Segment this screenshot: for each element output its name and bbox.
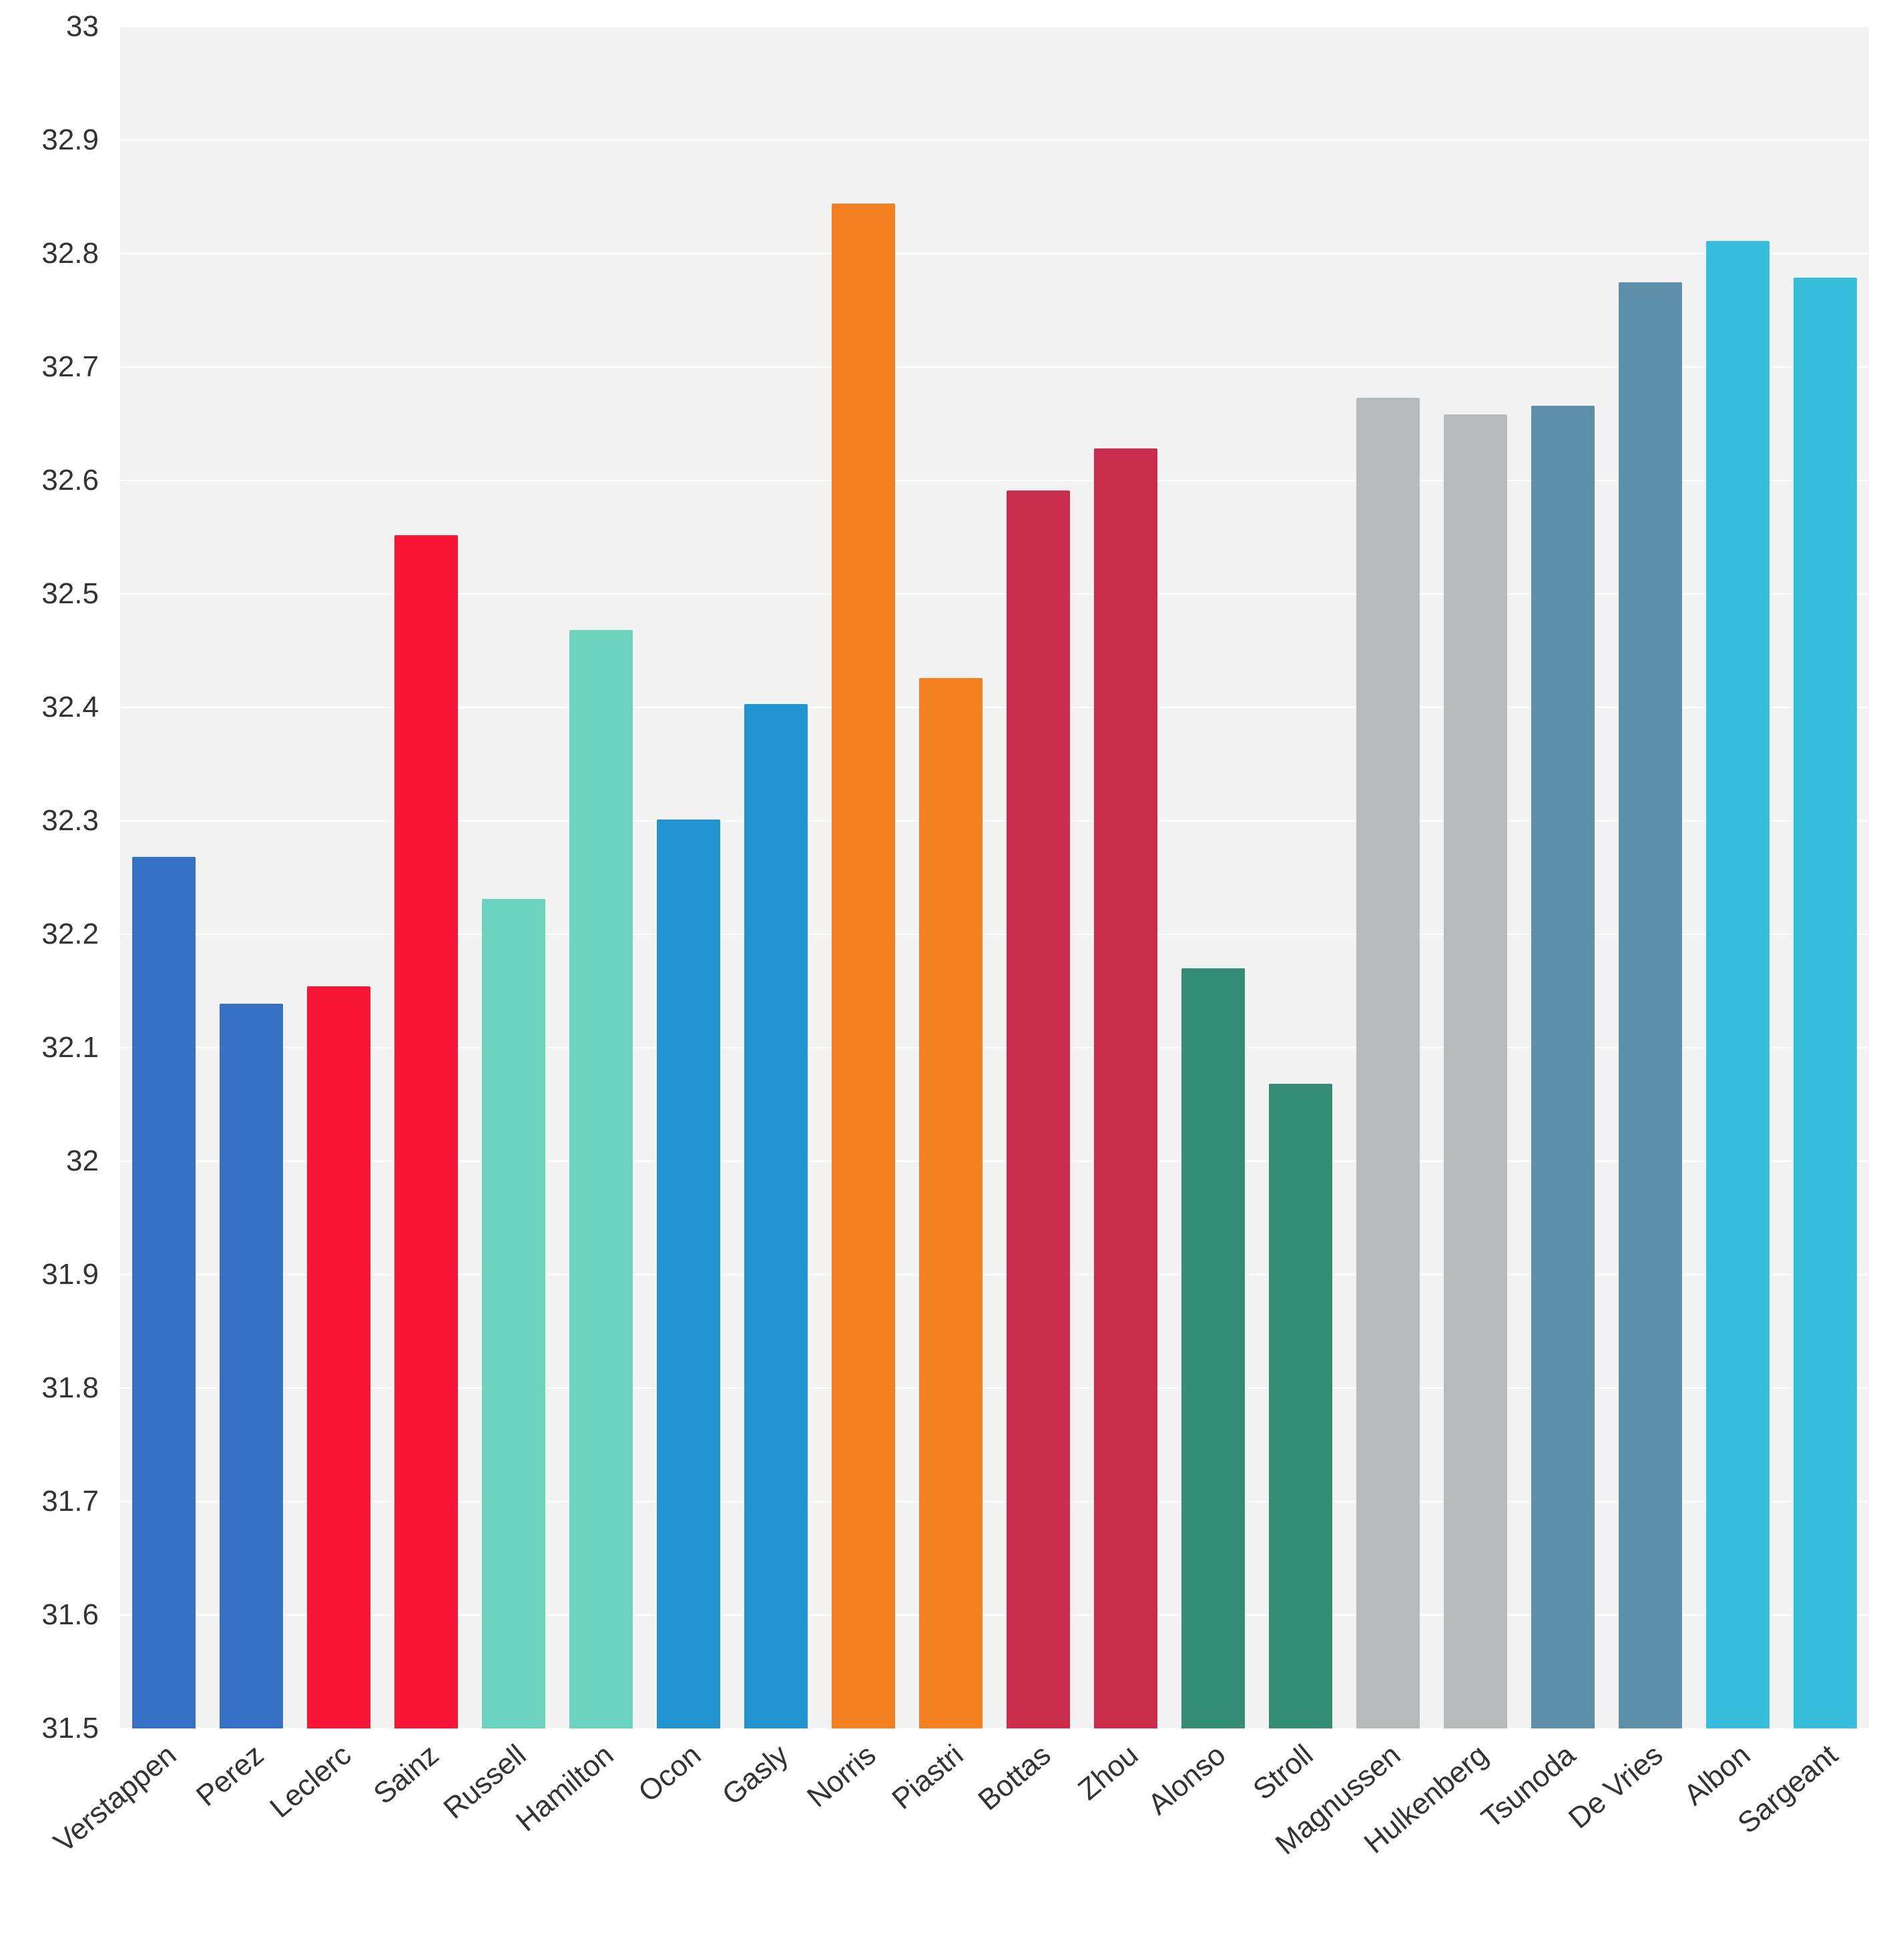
bar [1794,278,1856,1728]
y-tick-label: 32.6 [0,464,99,497]
y-tick-label: 32.1 [0,1031,99,1064]
x-tick-label: Zhou [1072,1738,1145,1807]
y-tick-label: 32.2 [0,918,99,951]
x-tick-label: Stroll [1247,1738,1320,1807]
x-tick-label: Bottas [972,1738,1057,1817]
bar [744,704,807,1728]
bar-chart: 31.5 31.6 31.7 31.8 31.9 32 32.1 32.2 32.3 32.4 32… [0,0,1895,1960]
bar [832,204,894,1728]
plot-area [120,27,1869,1728]
gridline [120,1047,1869,1048]
gridline [120,593,1869,595]
y-tick-label: 32.9 [0,123,99,157]
gridline [120,139,1869,141]
x-tick-label: Piastri [886,1738,970,1817]
y-tick-label: 32.5 [0,577,99,611]
bar [569,630,632,1728]
x-tick-label: Norris [801,1738,882,1815]
x-tick-label: Perez [190,1738,270,1813]
bar [1444,414,1507,1728]
x-tick-label: Tsunoda [1475,1738,1582,1835]
bar [394,535,457,1728]
bar [1356,398,1419,1728]
gridline [120,480,1869,481]
x-tick-label: De Vries [1562,1738,1669,1836]
bar [307,986,370,1728]
gridline [120,1501,1869,1502]
gridline [120,934,1869,935]
gridline [120,1274,1869,1275]
x-tick-label: Verstappen [47,1738,183,1859]
x-tick-label: Leclerc [264,1738,358,1825]
bar [1706,241,1769,1728]
bar [1619,282,1681,1729]
gridline [120,707,1869,708]
gridline [120,253,1869,254]
gridline [120,820,1869,822]
x-tick-label: Albon [1677,1738,1756,1813]
x-tick-label: Sainz [367,1738,445,1811]
y-tick-label: 31.9 [0,1258,99,1291]
gridline [120,26,1869,27]
gridline [120,1387,1869,1389]
bar [1181,968,1244,1728]
gridline [120,1728,1869,1729]
x-tick-label: Gasly [716,1738,794,1813]
y-tick-label: 32.3 [0,804,99,838]
y-tick-label: 32.8 [0,237,99,270]
y-tick-label: 31.7 [0,1485,99,1518]
gridline [120,1161,1869,1162]
bar [919,678,982,1728]
bar [132,857,195,1728]
x-tick-label: Alonso [1141,1738,1232,1822]
bar [1094,448,1157,1728]
bar [1531,406,1594,1728]
y-tick-label: 33 [0,10,99,43]
y-tick-label: 31.5 [0,1712,99,1745]
y-tick-label: 32.7 [0,350,99,384]
y-tick-label: 31.6 [0,1598,99,1632]
bar [482,899,545,1728]
bar [1269,1084,1332,1728]
y-tick-label: 32 [0,1145,99,1178]
gridline [120,366,1869,368]
y-tick-label: 31.8 [0,1371,99,1405]
bar [1007,491,1069,1728]
gridline [120,1614,1869,1616]
x-tick-label: Hamilton [509,1738,619,1839]
bar [220,1004,282,1728]
bar [657,820,720,1728]
y-tick-label: 32.4 [0,691,99,724]
x-tick-label: Ocon [632,1738,708,1809]
